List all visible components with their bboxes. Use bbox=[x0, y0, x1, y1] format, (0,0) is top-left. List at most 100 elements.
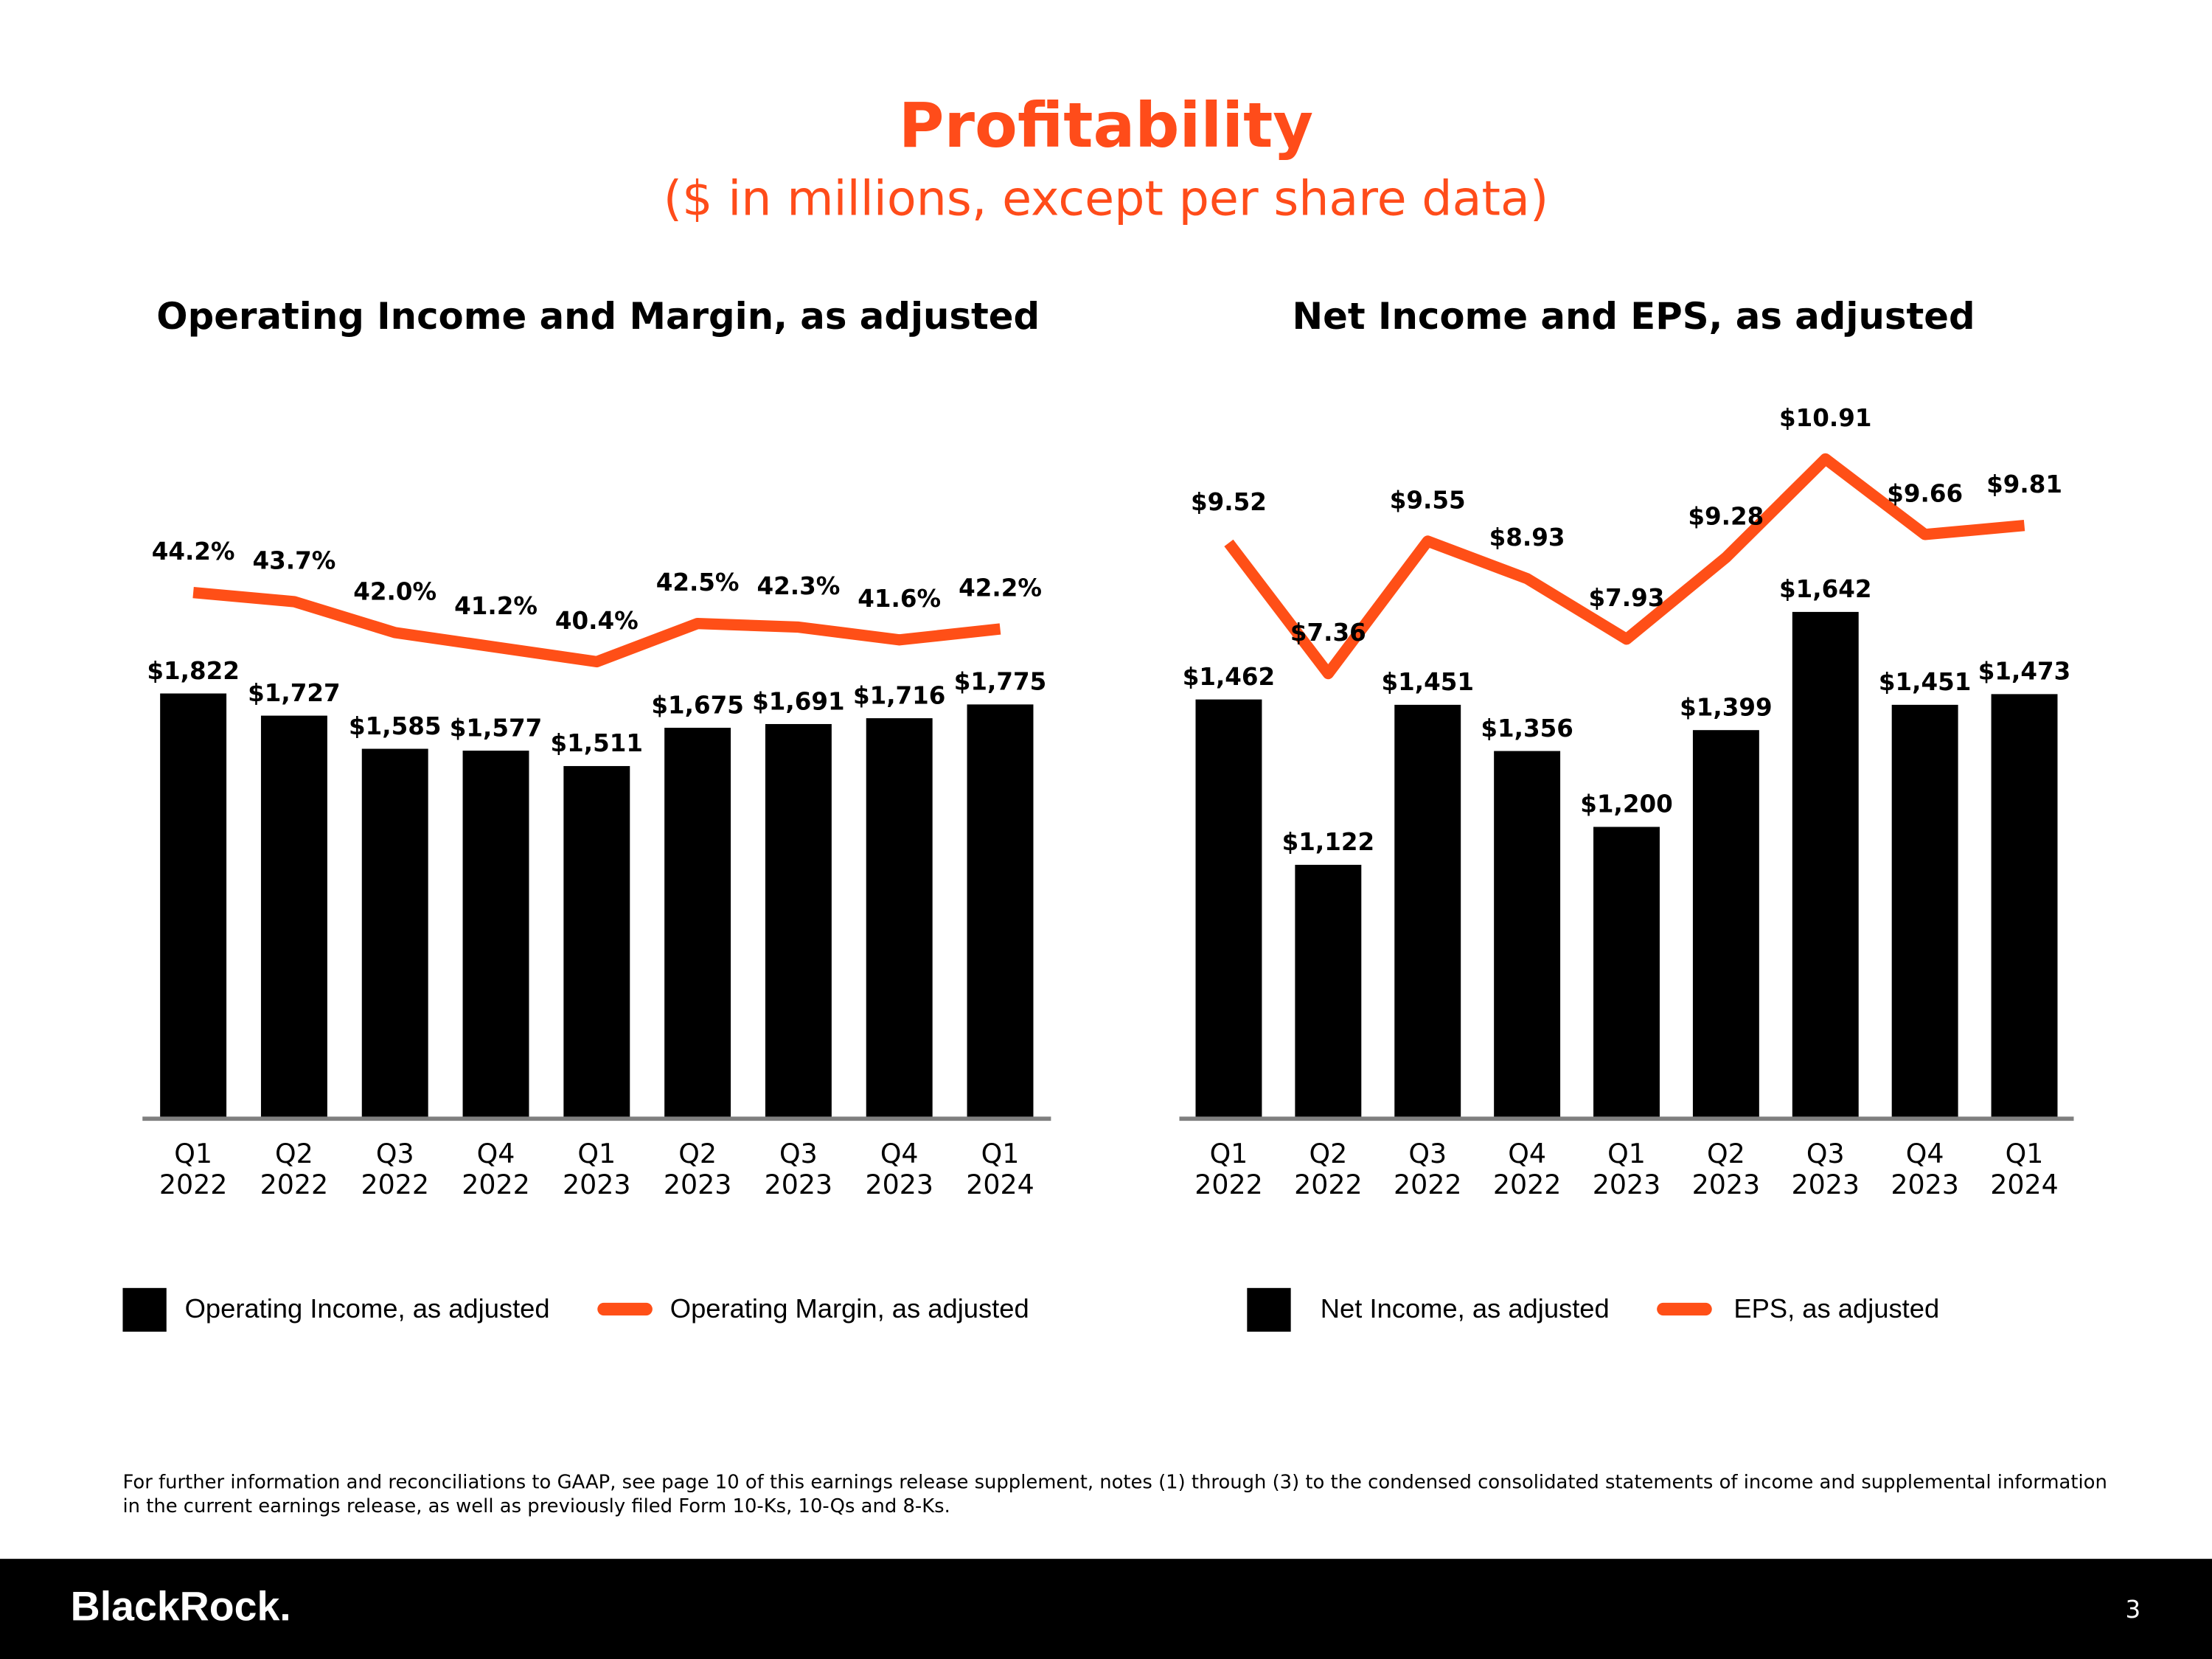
bar-value-label: $1,775 bbox=[954, 668, 1046, 696]
bar bbox=[1394, 704, 1461, 1119]
x-tick-label: 2022 bbox=[361, 1169, 429, 1200]
line-value-label: $9.81 bbox=[1986, 470, 2062, 498]
bar bbox=[563, 765, 630, 1119]
legend-label: Operating Income, as adjusted bbox=[185, 1293, 550, 1324]
bar-value-label: $1,727 bbox=[248, 679, 340, 707]
line-value-label: 43.7% bbox=[253, 546, 336, 574]
legend-label: EPS, as adjusted bbox=[1733, 1293, 1939, 1324]
bar bbox=[1195, 699, 1262, 1119]
x-tick-label: Q2 bbox=[275, 1138, 313, 1169]
footnote: For further information and reconciliati… bbox=[122, 1471, 2107, 1518]
line-value-label: $8.93 bbox=[1489, 524, 1565, 552]
bar bbox=[1991, 694, 2058, 1119]
line-value-label: $9.28 bbox=[1688, 502, 1764, 530]
line-value-label: $7.36 bbox=[1290, 619, 1366, 647]
x-tick-label: 2023 bbox=[1792, 1169, 1860, 1200]
bar bbox=[765, 723, 832, 1119]
legend-label: Operating Margin, as adjusted bbox=[670, 1293, 1029, 1324]
line-value-label: $9.55 bbox=[1390, 486, 1466, 514]
bar-value-label: $1,200 bbox=[1580, 790, 1672, 818]
line-series bbox=[1224, 453, 2025, 680]
x-tick-label: Q4 bbox=[1508, 1138, 1546, 1169]
bar-value-label: $1,716 bbox=[853, 681, 945, 709]
x-tick-label: Q3 bbox=[1408, 1138, 1447, 1169]
footer-bar bbox=[0, 1559, 2212, 1659]
footnote-box: For further information and reconciliati… bbox=[122, 1471, 2107, 1518]
bar-value-label: $1,511 bbox=[551, 729, 643, 757]
line-value-label: 44.2% bbox=[152, 538, 235, 566]
bar bbox=[1891, 704, 1958, 1119]
line-series bbox=[192, 586, 1001, 668]
bar bbox=[1593, 827, 1660, 1119]
chart-title: Net Income and EPS, as adjusted bbox=[1293, 295, 1975, 338]
slide-title: Profitability bbox=[899, 89, 1313, 161]
legend-swatch bbox=[122, 1287, 167, 1332]
bar-value-label: $1,462 bbox=[1183, 663, 1275, 691]
bar bbox=[1792, 611, 1859, 1119]
x-tick-label: 2023 bbox=[1692, 1169, 1761, 1200]
bar-value-label: $1,473 bbox=[1978, 658, 2070, 686]
x-tick-label: 2023 bbox=[664, 1169, 732, 1200]
bar-value-label: $1,399 bbox=[1680, 693, 1772, 721]
slide-subtitle: ($ in millions, except per share data) bbox=[664, 172, 1548, 227]
x-tick-label: 2022 bbox=[260, 1169, 329, 1200]
x-tick-label: 2022 bbox=[159, 1169, 227, 1200]
line-value-label: $9.52 bbox=[1191, 488, 1267, 516]
x-tick-label: Q2 bbox=[678, 1138, 717, 1169]
bar bbox=[1295, 864, 1362, 1119]
bar-value-label: $1,675 bbox=[651, 691, 743, 719]
line-value-label: 42.5% bbox=[656, 568, 740, 597]
bar bbox=[160, 693, 227, 1119]
x-tick-label: 2024 bbox=[1990, 1169, 2059, 1200]
x-tick-label: Q1 bbox=[1210, 1138, 1248, 1169]
line-value-label: 42.0% bbox=[353, 577, 437, 605]
x-tick-label: 2022 bbox=[462, 1169, 530, 1200]
x-tick-label: Q1 bbox=[981, 1138, 1020, 1169]
x-tick-label: Q3 bbox=[376, 1138, 414, 1169]
x-tick-label: Q1 bbox=[577, 1138, 616, 1169]
bar-value-label: $1,642 bbox=[1779, 575, 1871, 603]
bar bbox=[664, 728, 731, 1119]
x-tick-label: Q1 bbox=[2006, 1138, 2044, 1169]
bar bbox=[1494, 751, 1561, 1119]
line-value-label: 41.6% bbox=[858, 585, 941, 613]
bar-value-label: $1,577 bbox=[450, 714, 542, 742]
x-tick-label: 2022 bbox=[1294, 1169, 1363, 1200]
bar bbox=[260, 715, 327, 1119]
chart-title: Operating Income and Margin, as adjusted bbox=[156, 295, 1040, 338]
x-tick-label: 2022 bbox=[1394, 1169, 1461, 1200]
x-tick-label: Q1 bbox=[174, 1138, 212, 1169]
line-value-label: $9.66 bbox=[1887, 479, 1963, 507]
legend-label: Net Income, as adjusted bbox=[1321, 1293, 1610, 1324]
x-tick-label: Q4 bbox=[1906, 1138, 1944, 1169]
x-tick-label: 2023 bbox=[1891, 1169, 1959, 1200]
x-tick-label: Q1 bbox=[1607, 1138, 1646, 1169]
line-value-label: 42.3% bbox=[757, 572, 841, 600]
x-tick-label: Q3 bbox=[1806, 1138, 1845, 1169]
bar-value-label: $1,822 bbox=[147, 657, 239, 685]
x-tick-label: 2023 bbox=[865, 1169, 933, 1200]
bar-value-label: $1,356 bbox=[1481, 714, 1573, 742]
bar bbox=[462, 751, 529, 1119]
bar bbox=[866, 718, 933, 1119]
x-tick-label: 2022 bbox=[1493, 1169, 1561, 1200]
bar-value-label: $1,451 bbox=[1879, 668, 1971, 696]
x-tick-label: Q2 bbox=[1309, 1138, 1347, 1169]
x-tick-label: Q4 bbox=[477, 1138, 515, 1169]
x-tick-label: Q3 bbox=[779, 1138, 818, 1169]
bar bbox=[361, 748, 428, 1119]
legend-swatch bbox=[1247, 1287, 1291, 1332]
x-tick-label: 2023 bbox=[563, 1169, 630, 1200]
x-tick-label: 2022 bbox=[1194, 1169, 1263, 1200]
bar-value-label: $1,122 bbox=[1282, 828, 1374, 856]
x-tick-label: Q2 bbox=[1707, 1138, 1745, 1169]
line-value-label: $10.91 bbox=[1779, 404, 1871, 432]
bar-value-label: $1,691 bbox=[752, 687, 844, 715]
bar bbox=[1692, 730, 1759, 1119]
x-tick-label: 2023 bbox=[765, 1169, 833, 1200]
bar bbox=[967, 704, 1034, 1119]
logo: BlackRock. bbox=[71, 1584, 291, 1630]
line-value-label: 40.4% bbox=[555, 607, 639, 635]
